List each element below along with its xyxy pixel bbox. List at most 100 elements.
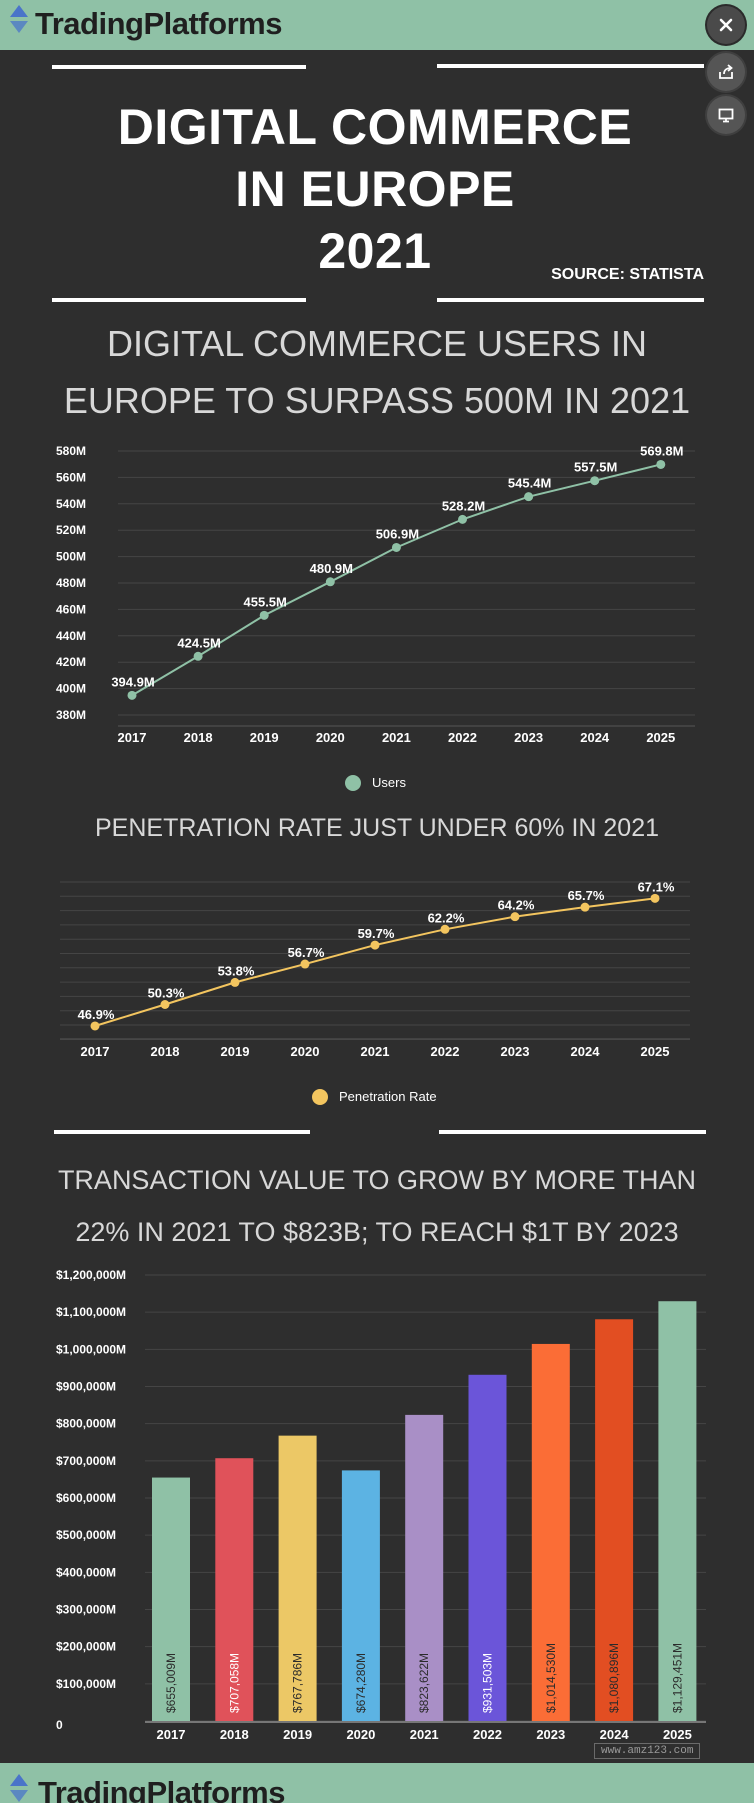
penetration-data-point [300, 959, 310, 969]
transaction-bar [152, 1477, 190, 1721]
x-tick-label: 2025 [646, 730, 675, 745]
users-data-point [259, 610, 269, 620]
transaction-bar-label: $674,280M [354, 1653, 368, 1713]
brand-name-footer[interactable]: TradingPlatforms [38, 1775, 285, 1803]
users-title-line1: DIGITAL COMMERCE USERS IN [106, 323, 648, 364]
main-title-line3: 2021 [318, 223, 432, 279]
x-tick-label: 2020 [291, 1044, 320, 1059]
x-tick-label: 2020 [316, 730, 345, 745]
y-tick-label: 420M [56, 655, 86, 669]
transaction-bar [278, 1435, 317, 1721]
source-label: SOURCE: STATISTA [551, 266, 704, 283]
transaction-bar-label: $931,503M [481, 1653, 495, 1713]
present-button[interactable] [707, 96, 745, 134]
users-data-label: 557.5M [574, 460, 617, 475]
penetration-data-point [440, 924, 450, 934]
legend-label-users: Users [372, 775, 406, 790]
y-tick-label: 480M [56, 576, 86, 590]
users-data-point [524, 492, 534, 502]
y-tick-label: $900,000M [56, 1380, 116, 1394]
bottom-brand-bar: TradingPlatforms [0, 1763, 754, 1803]
y-tick-label: 440M [56, 629, 86, 643]
penetration-data-label: 46.9% [78, 1007, 115, 1022]
transaction-bar [658, 1301, 697, 1721]
x-tick-label: 2020 [346, 1727, 375, 1742]
y-tick-label: 540M [56, 497, 86, 511]
users-title-line2: EUROPE TO SURPASS 500M IN 2021 [63, 380, 691, 421]
x-tick-label: 2022 [431, 1044, 460, 1059]
logo-icon [10, 5, 28, 33]
section-divider-right [439, 1130, 706, 1134]
y-tick-label: 460M [56, 602, 86, 616]
x-tick-label: 2022 [448, 730, 477, 745]
penetration-data-point [230, 977, 240, 987]
x-tick-label: 2024 [571, 1044, 601, 1059]
users-data-point [325, 577, 335, 587]
x-tick-label: 2019 [250, 730, 279, 745]
users-data-label: 424.5M [177, 635, 220, 650]
users-data-point [458, 514, 467, 524]
transaction-bar-label: $823,622M [417, 1653, 431, 1713]
close-button[interactable] [707, 6, 745, 44]
penetration-data-label: 64.2% [498, 898, 535, 913]
x-tick-label: 2021 [410, 1727, 439, 1742]
transaction-title-line2: 22% IN 2021 TO $823B; TO REACH $1T BY 20… [75, 1217, 679, 1247]
transaction-title-line1: TRANSACTION VALUE TO GROW BY MORE THAN [57, 1165, 697, 1195]
y-tick-label: $800,000M [56, 1417, 116, 1431]
y-tick-label: 0 [56, 1718, 63, 1732]
brand-name[interactable]: TradingPlatforms [35, 6, 282, 41]
users-data-label: 545.4M [508, 476, 551, 491]
y-tick-label: $1,200,000M [56, 1268, 126, 1282]
main-title-line1: DIGITAL COMMERCE [117, 99, 633, 155]
y-tick-label: 580M [56, 444, 86, 458]
y-tick-label: $700,000M [56, 1454, 116, 1468]
transaction-bar-label: $1,080,896M [607, 1643, 621, 1713]
share-button[interactable] [707, 53, 745, 91]
users-data-label: 480.9M [310, 561, 353, 576]
transaction-bar-label: $767,786M [291, 1653, 305, 1713]
x-tick-label: 2019 [283, 1727, 312, 1742]
penetration-series-line [94, 897, 656, 1027]
transaction-bar-label: $1,014,530M [544, 1643, 558, 1713]
penetration-data-point [90, 1021, 100, 1031]
penetration-data-label: 65.7% [568, 888, 605, 903]
y-tick-label: 380M [56, 708, 86, 722]
users-line-chart: 380M 400M 420M 440M 460M 480M 500M 520M 540M 560M… [56, 443, 695, 791]
header-rule-top-right [437, 64, 704, 68]
users-section-title: DIGITAL COMMERCE USERS IN EUROPE TO SURP… [20, 315, 734, 429]
penetration-data-point [580, 902, 590, 912]
x-tick-label: 2023 [514, 730, 543, 745]
x-tick-label: 2023 [501, 1044, 530, 1059]
y-tick-label: $300,000M [56, 1603, 116, 1617]
penetration-data-label: 59.7% [358, 926, 395, 941]
transaction-section-title: TRANSACTION VALUE TO GROW BY MORE THAN 2… [20, 1154, 734, 1258]
x-tick-label: 2019 [221, 1044, 250, 1059]
y-tick-label: $100,000M [56, 1677, 116, 1691]
penetration-data-point [160, 1000, 170, 1010]
share-icon [719, 64, 733, 79]
users-data-label: 394.9M [111, 674, 154, 689]
x-tick-label: 2018 [184, 730, 213, 745]
penetration-data-point [370, 940, 380, 950]
users-data-label: 569.8M [640, 443, 683, 458]
users-data-label: 455.5M [244, 594, 287, 609]
logo-icon [10, 1774, 28, 1802]
main-title: DIGITAL COMMERCE IN EUROPE 2021 [100, 96, 650, 282]
x-tick-label: 2021 [382, 730, 411, 745]
y-tick-label: $200,000M [56, 1640, 116, 1654]
transaction-bar [405, 1414, 444, 1721]
x-tick-label: 2024 [580, 730, 610, 745]
legend-marker-penetration [312, 1089, 328, 1105]
legend-label-penetration: Penetration Rate [339, 1089, 437, 1104]
transaction-bar [341, 1470, 380, 1721]
x-tick-label: 2022 [473, 1727, 502, 1742]
x-tick-label: 2018 [220, 1727, 249, 1742]
transaction-bar [215, 1458, 254, 1721]
x-tick-label: 2024 [600, 1727, 630, 1742]
top-brand-bar: TradingPlatforms [0, 0, 754, 50]
x-tick-label: 2018 [151, 1044, 180, 1059]
users-data-label: 528.2M [442, 498, 485, 513]
penetration-data-point [650, 893, 660, 903]
users-series-line [131, 463, 662, 697]
y-tick-label: $1,000,000M [56, 1342, 126, 1356]
